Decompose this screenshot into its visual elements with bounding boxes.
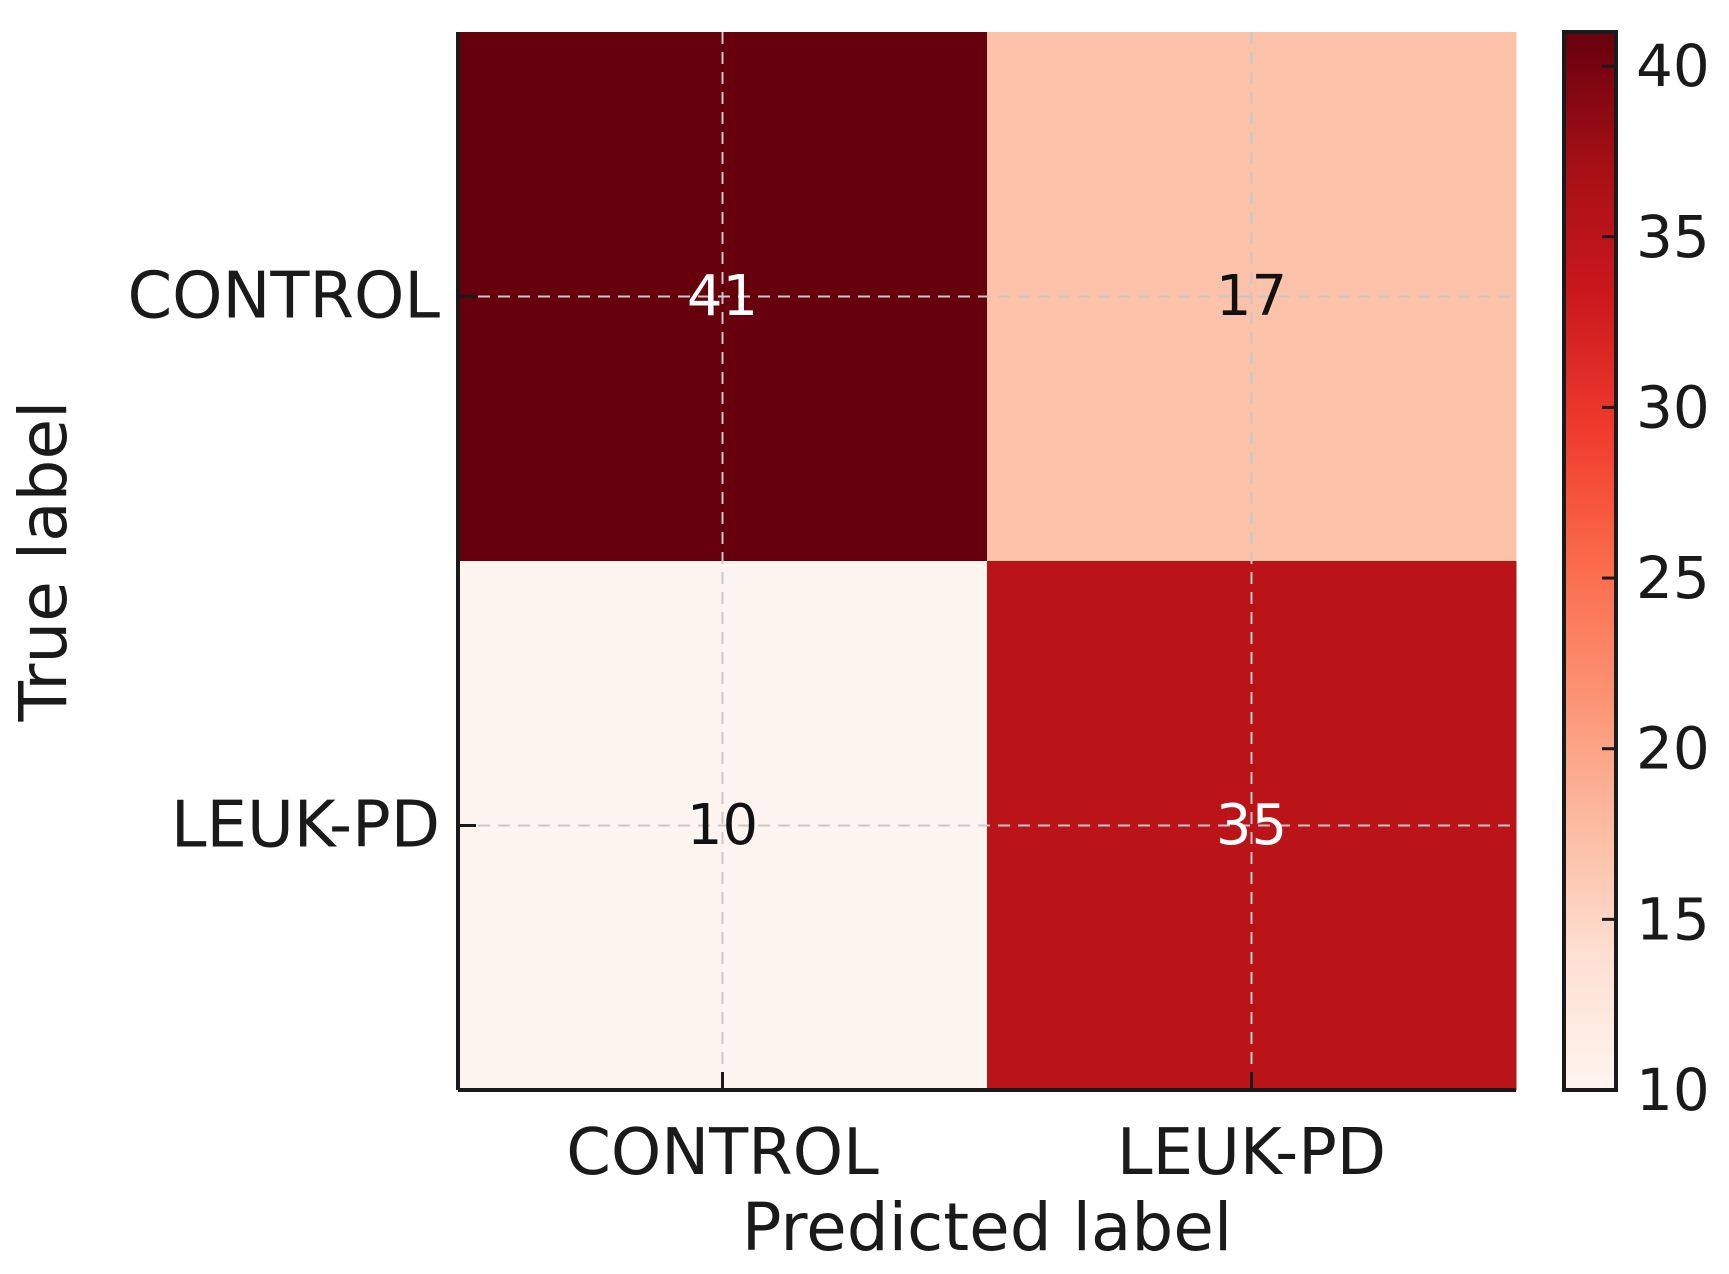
colorbar-ticks: 10 15 20 25 30 35 40 <box>1602 32 1710 1124</box>
colorbar: 10 15 20 25 30 35 40 <box>1562 30 1710 1124</box>
colorbar-scale <box>1562 30 1618 1092</box>
cell-value-label-0-0: 41 <box>687 264 758 329</box>
colorbar-tick-label-5: 35 <box>1636 203 1710 271</box>
y-axis-ticks: CONTROL LEUK-PD <box>127 260 476 863</box>
cell-value-labels: 41 17 10 35 <box>687 264 1287 858</box>
colorbar-tick-label-4: 30 <box>1636 373 1710 441</box>
colorbar-tick-label-2: 20 <box>1636 715 1710 783</box>
colorbar-tick-label-3: 25 <box>1636 544 1710 612</box>
x-tick-label-0: CONTROL <box>566 1116 879 1190</box>
x-axis-ticks: CONTROL LEUK-PD <box>566 1072 1386 1190</box>
axes <box>456 32 1516 1092</box>
cell-value-label-1-0: 10 <box>687 793 758 858</box>
colorbar-tick-label-1: 15 <box>1636 885 1710 953</box>
grid-lines <box>458 32 1516 1090</box>
cell-value-label-1-1: 35 <box>1216 793 1287 858</box>
cell-value-label-0-1: 17 <box>1216 264 1287 329</box>
heatmap-cells <box>458 32 1517 1091</box>
y-tick-label-1: LEUK-PD <box>171 789 440 863</box>
colorbar-tick-label-6: 40 <box>1636 32 1710 100</box>
y-axis-title: True label <box>5 401 82 723</box>
colorbar-tick-label-0: 10 <box>1636 1056 1710 1124</box>
y-tick-label-0: CONTROL <box>127 260 440 334</box>
x-tick-label-1: LEUK-PD <box>1117 1116 1386 1190</box>
x-axis-title: Predicted label <box>742 1189 1232 1266</box>
